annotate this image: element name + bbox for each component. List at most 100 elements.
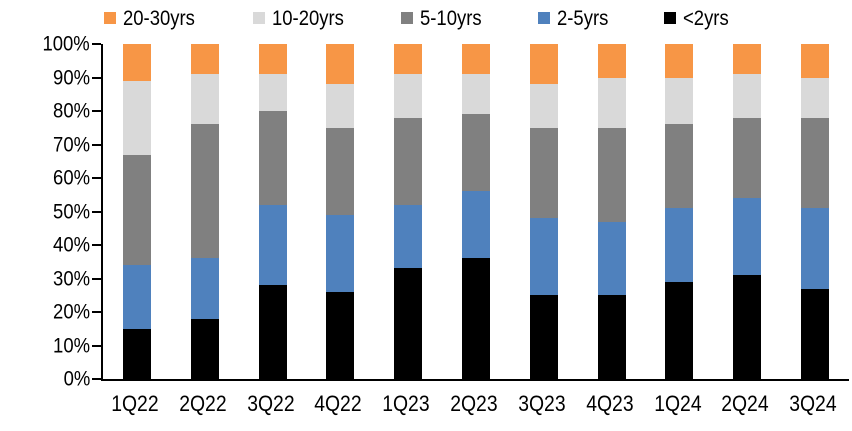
- x-axis-label-4q23: 4Q23: [576, 391, 644, 416]
- y-axis-label: 0%: [8, 369, 90, 390]
- y-axis-tick: [92, 76, 101, 79]
- bar-segment-2yrs: [733, 275, 762, 379]
- bar-segment-2yrs: [801, 288, 830, 379]
- x-axis-label-3q24: 3Q24: [779, 391, 847, 416]
- legend-swatch-icon: [538, 12, 551, 24]
- bar-segment-2yrs: [597, 295, 626, 379]
- bar-segment-10-20yrs: [462, 74, 490, 115]
- x-axis-label-1q24: 1Q24: [644, 391, 712, 416]
- x-axis-label-text: 1Q22: [111, 391, 159, 416]
- y-axis-label: 70%: [8, 134, 90, 155]
- bar-segment-2-5yrs: [190, 258, 219, 319]
- y-axis-tick: [92, 110, 101, 112]
- y-axis-label: 40%: [8, 235, 90, 256]
- bar-segment-2yrs: [122, 328, 151, 379]
- y-axis-tick: [92, 344, 101, 347]
- bar-segment-10-20yrs: [326, 84, 355, 128]
- y-axis-label-text: 0%: [63, 367, 90, 391]
- y-axis-label-text: 30%: [53, 267, 90, 290]
- x-axis-label-text: 1Q23: [382, 391, 430, 416]
- x-axis-label-4q22: 4Q22: [304, 391, 372, 416]
- bar-3q22: [258, 44, 287, 379]
- bar-segment-5-10yrs: [665, 124, 694, 209]
- y-axis-tick: [92, 143, 101, 146]
- bar-segment-5-10yrs: [394, 117, 423, 205]
- y-axis-label-text: 20%: [53, 300, 90, 324]
- y-axis-tick: [92, 177, 101, 179]
- y-axis-tick: [92, 43, 101, 45]
- legend-item-2yrs: <2yrs: [663, 8, 735, 29]
- y-axis-label-text: 40%: [53, 233, 90, 257]
- bar-segment-2yrs: [258, 285, 287, 379]
- bar-segment-20-30yrs: [462, 44, 490, 75]
- y-axis-label: 20%: [8, 302, 90, 323]
- bar-segment-10-20yrs: [394, 74, 423, 118]
- legend-swatch-icon: [252, 12, 265, 24]
- legend-label: 10-20yrs: [271, 6, 344, 30]
- x-axis-label-text: 3Q23: [518, 391, 566, 416]
- bar-1q24: [665, 44, 694, 379]
- y-axis-label: 80%: [8, 101, 90, 122]
- bar-segment-2yrs: [665, 281, 694, 379]
- x-axis-label-3q23: 3Q23: [508, 391, 576, 416]
- x-axis-label-text: 1Q24: [653, 391, 702, 416]
- bar-segment-2-5yrs: [122, 265, 151, 329]
- legend-item-5-10yrs: 5-10yrs: [401, 8, 490, 29]
- bar-segment-5-10yrs: [801, 117, 830, 209]
- legend-item-20-30yrs: 20-30yrs: [104, 8, 205, 29]
- bar-segment-2-5yrs: [733, 198, 762, 276]
- bar-segment-2-5yrs: [394, 204, 423, 269]
- bar-segment-5-10yrs: [258, 111, 287, 205]
- bar-segment-2-5yrs: [665, 208, 694, 282]
- bar-segment-2yrs: [529, 295, 558, 379]
- bar-segment-2-5yrs: [801, 208, 830, 289]
- y-axis-label: 30%: [8, 268, 90, 289]
- bar-segment-20-30yrs: [529, 44, 558, 85]
- bar-segment-20-30yrs: [190, 44, 219, 75]
- bar-segment-2-5yrs: [597, 221, 626, 296]
- bar-segment-20-30yrs: [801, 44, 830, 78]
- bar-segment-5-10yrs: [190, 124, 219, 259]
- bar-4q23: [597, 44, 626, 379]
- y-axis-label-text: 90%: [53, 66, 90, 89]
- y-axis-label-text: 50%: [53, 200, 90, 223]
- bar-2q23: [462, 44, 490, 379]
- y-axis-label: 60%: [8, 168, 90, 189]
- bar-segment-2-5yrs: [258, 204, 287, 286]
- y-axis-label-text: 80%: [53, 99, 90, 123]
- y-axis-tick: [92, 277, 101, 280]
- bar-segment-10-20yrs: [801, 77, 830, 118]
- bar-segment-5-10yrs: [597, 127, 626, 222]
- legend-label: 20-30yrs: [123, 6, 195, 30]
- x-axis-label-2q24: 2Q24: [711, 391, 779, 416]
- bar-segment-20-30yrs: [665, 44, 694, 78]
- bar-1q23: [394, 44, 423, 379]
- x-axis-label-text: 2Q24: [721, 391, 769, 416]
- bar-segment-2-5yrs: [462, 191, 490, 259]
- bar-segment-20-30yrs: [597, 44, 626, 78]
- legend-item-2-5yrs: 2-5yrs: [538, 8, 615, 29]
- legend-swatch-icon: [663, 12, 676, 24]
- bar-segment-2yrs: [326, 291, 355, 379]
- y-axis-tick: [92, 311, 101, 313]
- bar-segment-10-20yrs: [122, 80, 151, 155]
- bar-segment-10-20yrs: [258, 74, 287, 112]
- bar-2q22: [190, 44, 219, 379]
- y-axis-label-text: 100%: [42, 32, 90, 56]
- bar-segment-2-5yrs: [529, 218, 558, 296]
- bar-segment-10-20yrs: [665, 77, 694, 125]
- y-axis-label: 10%: [8, 335, 90, 356]
- x-axis-label-3q22: 3Q22: [237, 391, 305, 416]
- bar-segment-5-10yrs: [529, 127, 558, 219]
- bar-segment-10-20yrs: [597, 77, 626, 128]
- x-axis-label-text: 4Q22: [314, 391, 363, 416]
- bar-segment-20-30yrs: [326, 44, 355, 85]
- bar-segment-2yrs: [190, 318, 219, 379]
- bar-segment-2yrs: [394, 268, 423, 379]
- bar-segment-2-5yrs: [326, 214, 355, 292]
- bar-4q22: [326, 44, 355, 379]
- chart-legend: 20-30yrs 10-20yrs 5-10yrs 2-5yrs <2yrs: [104, 7, 735, 29]
- y-axis-label-text: 60%: [53, 166, 90, 190]
- x-axis-label-1q23: 1Q23: [372, 391, 440, 416]
